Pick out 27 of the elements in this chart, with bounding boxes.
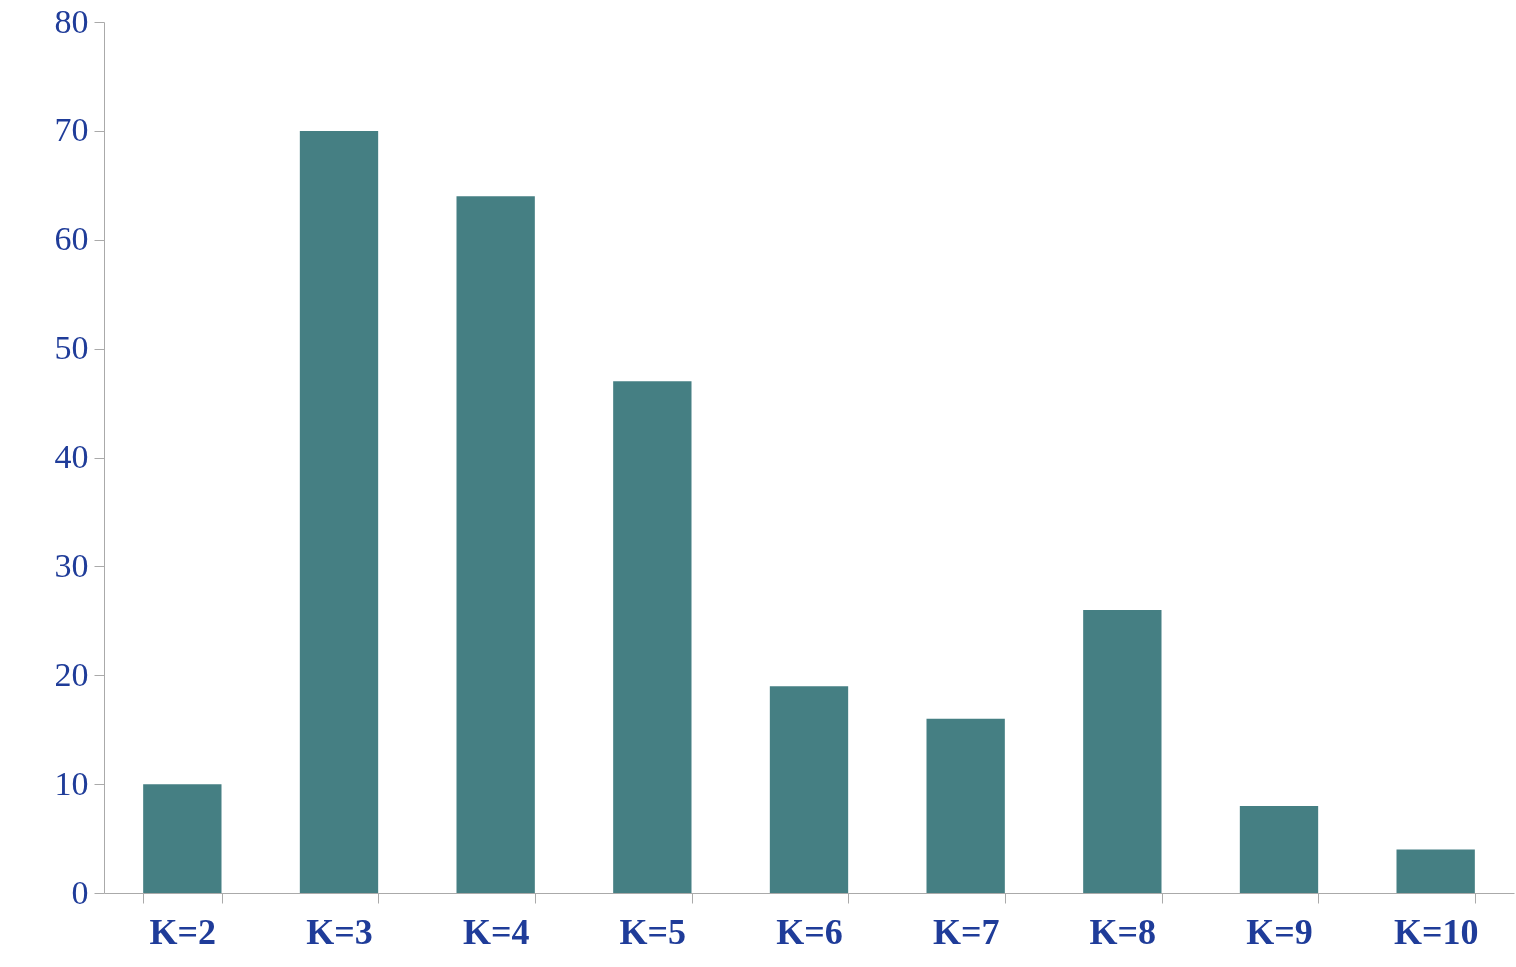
y-tick-label: 70 bbox=[54, 111, 89, 149]
bar bbox=[456, 196, 535, 893]
x-tick-label: K=9 bbox=[1246, 911, 1313, 952]
y-tick-label: 50 bbox=[54, 329, 89, 367]
x-tick-label: K=8 bbox=[1089, 911, 1157, 952]
x-tick-label: K=10 bbox=[1393, 911, 1479, 952]
y-tick-label: 40 bbox=[54, 438, 89, 475]
y-tick-label: 10 bbox=[54, 764, 89, 802]
bar bbox=[299, 130, 379, 893]
bar bbox=[613, 381, 692, 893]
bar bbox=[1396, 849, 1475, 893]
bar bbox=[143, 784, 222, 893]
x-tick-label: K=2 bbox=[149, 911, 217, 952]
y-tick-label: 30 bbox=[54, 546, 89, 584]
x-tick-label: K=5 bbox=[619, 911, 687, 952]
x-tick-label: K=7 bbox=[932, 911, 1000, 952]
y-tick-label: 80 bbox=[54, 2, 89, 40]
bar bbox=[769, 686, 849, 893]
y-tick-label: 0 bbox=[71, 873, 89, 911]
bar bbox=[1239, 805, 1319, 893]
bar bbox=[1083, 609, 1162, 893]
bar bbox=[926, 718, 1005, 893]
y-tick-label: 20 bbox=[54, 655, 89, 693]
x-tick-label: K=3 bbox=[306, 911, 373, 952]
x-tick-label: K=6 bbox=[776, 911, 843, 952]
y-tick-label: 60 bbox=[54, 220, 89, 258]
x-tick-label: K=4 bbox=[462, 911, 530, 952]
